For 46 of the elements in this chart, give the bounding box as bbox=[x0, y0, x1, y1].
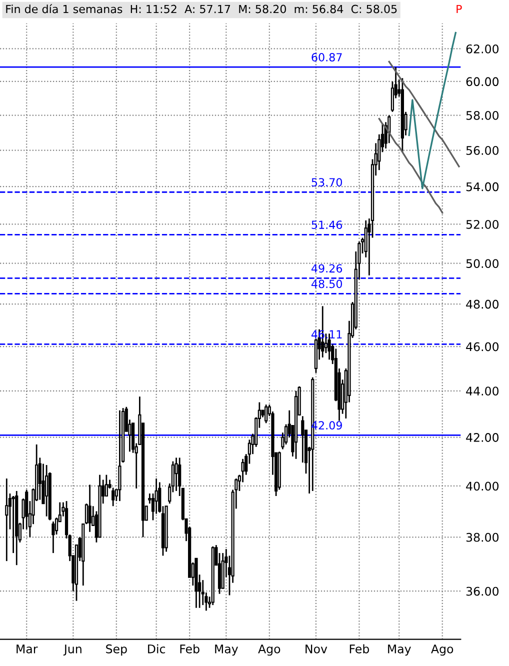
y-tick-label: 54.00 bbox=[466, 182, 499, 192]
y-tick-label: 52.00 bbox=[466, 220, 499, 229]
x-tick-label: Ago bbox=[258, 644, 280, 656]
x-tick-label: Nov bbox=[306, 644, 328, 654]
x-tick-label: Feb bbox=[180, 644, 200, 654]
y-tick-label: 46.00 bbox=[466, 342, 499, 352]
ref-line-label: 60.87 bbox=[312, 53, 342, 62]
y-tick-label: 62.00 bbox=[466, 44, 499, 54]
ref-line-label: 53.70 bbox=[312, 178, 342, 186]
x-tick-label: Mar bbox=[16, 644, 38, 654]
y-tick-label: 36.00 bbox=[466, 586, 499, 596]
y-tick-label: 48.00 bbox=[466, 300, 499, 309]
x-tick-label: Jun bbox=[63, 644, 82, 656]
ref-line-label: 49.26 bbox=[311, 264, 342, 273]
x-tick-label: May bbox=[388, 644, 411, 656]
candlestick bbox=[52, 520, 55, 554]
line-series bbox=[388, 60, 460, 168]
y-tick-label: 60.00 bbox=[466, 77, 499, 86]
text: P bbox=[456, 4, 462, 14]
candlestick bbox=[88, 484, 92, 533]
candlestick bbox=[45, 464, 48, 518]
y-tick-label: 56.00 bbox=[466, 146, 499, 155]
x-tick-label: Feb bbox=[350, 644, 370, 654]
candlestick bbox=[241, 458, 244, 483]
candlestick bbox=[5, 478, 8, 562]
y-tick-label: 58.00 bbox=[466, 110, 499, 120]
candlestick bbox=[12, 495, 15, 554]
line-series bbox=[408, 32, 456, 190]
candlestick bbox=[118, 410, 122, 502]
x-tick-label: May bbox=[215, 644, 238, 656]
chart-title: Fin de día 1 semanas H: 11:52 A: 57.17 M: 58.20 m: 56.84 C: 58.05 bbox=[6, 4, 397, 14]
y-tick-label: 40.00 bbox=[466, 482, 499, 491]
ref-line-label: 51.46 bbox=[312, 220, 342, 230]
candlestick bbox=[264, 404, 268, 424]
y-tick-label: 38.00 bbox=[466, 532, 499, 542]
candlestick bbox=[112, 487, 115, 507]
x-tick-label: Sep bbox=[106, 644, 127, 656]
y-tick-label: 50.00 bbox=[466, 259, 499, 268]
candlestick bbox=[174, 457, 178, 492]
x-tick-label: Ago bbox=[431, 644, 454, 656]
candlestick bbox=[301, 415, 304, 464]
ref-line-label: 48.50 bbox=[311, 280, 342, 288]
y-tick-label: 42.00 bbox=[466, 433, 499, 442]
y-tick-label: 44.00 bbox=[466, 386, 499, 396]
x-tick-label: Dic bbox=[148, 644, 166, 654]
line-series bbox=[378, 118, 444, 214]
